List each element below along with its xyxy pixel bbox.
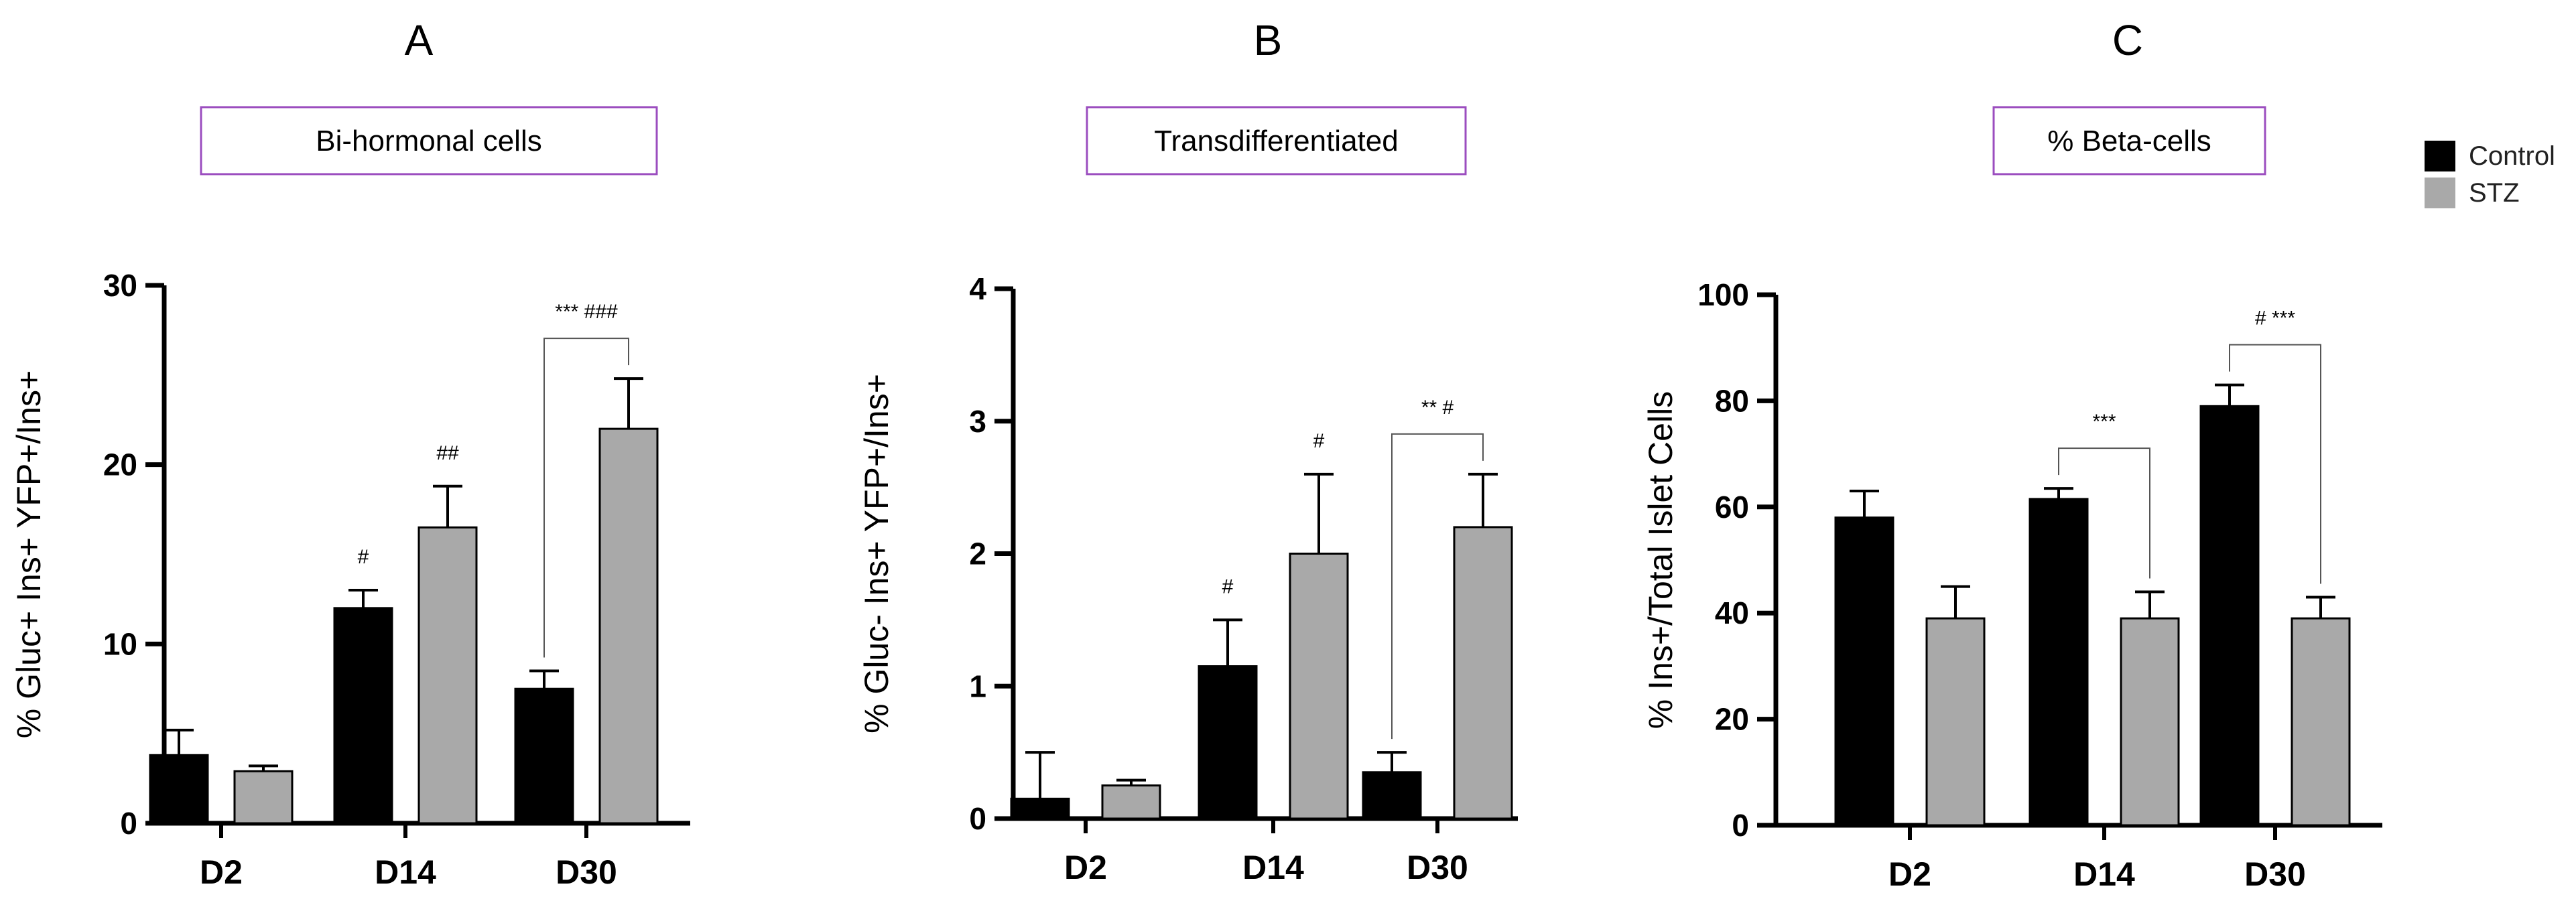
chart-title: Transdifferentiated	[1154, 125, 1398, 157]
title-box	[1992, 106, 2266, 176]
significance-label: ***	[2092, 411, 2116, 433]
significance-label: ** #	[1421, 397, 1454, 419]
significance-label: #	[1222, 575, 1234, 598]
x-tick-label: D14	[2073, 855, 2135, 893]
bar-control-d2	[1834, 516, 1894, 827]
y-axis-label: % Gluc+ Ins+ YFP+/Ins+	[10, 370, 48, 738]
bar-stz-d30	[2291, 617, 2351, 827]
y-tick-label: 20	[1715, 702, 1749, 737]
y-axis-label: % Gluc- Ins+ YFP+/Ins+	[858, 374, 895, 734]
legend-swatch-control	[2425, 141, 2455, 171]
bar-control-d2	[149, 754, 209, 825]
bar-stz-d2	[1101, 784, 1161, 820]
panel-letter: A	[405, 16, 434, 64]
y-tick-label: 3	[969, 404, 986, 439]
bar-control-d30	[1362, 771, 1422, 820]
bar-control-d30	[2199, 405, 2260, 827]
legend-label-stz: STZ	[2469, 178, 2520, 208]
bar-stz-d30	[598, 427, 659, 825]
x-tick-label: D2	[200, 853, 243, 891]
legend: Control STZ	[2425, 141, 2555, 208]
y-tick-label: 4	[969, 271, 986, 306]
y-axis-label: % Ins+/Total Islet Cells	[1642, 391, 1679, 729]
chart-title: % Beta-cells	[2047, 125, 2211, 157]
significance-label: #	[358, 546, 369, 568]
y-tick-label: 100	[1697, 277, 1749, 312]
panel-B: B Transdifferentiated 0 1 2 3 4 % Gluc- Ins+ YF…	[858, 16, 1518, 886]
significance-label: #	[1313, 430, 1325, 452]
bar-control-d14	[2028, 498, 2089, 827]
bar-stz-d30	[1453, 526, 1513, 820]
chart-title: Bi-hormonal cells	[316, 125, 541, 157]
title-box	[200, 106, 658, 176]
significance-label: ##	[436, 442, 459, 464]
x-tick-label: D30	[556, 853, 617, 891]
panel-C: C % Beta-cells 0 20 40 60 80 100 % Ins+/Total Is…	[1642, 16, 2382, 893]
bar-stz-d14	[1289, 553, 1349, 820]
x-tick-label: D30	[2244, 855, 2306, 893]
significance-label: *** ###	[555, 301, 618, 323]
bar-control-d2	[1010, 797, 1070, 820]
y-tick-label: 20	[103, 447, 137, 482]
y-tick-label: 1	[969, 669, 986, 703]
y-tick-label: 80	[1715, 383, 1749, 418]
significance-bracket	[2229, 344, 2321, 584]
significance-bracket	[2058, 447, 2150, 579]
bar-stz-d14	[2120, 617, 2180, 827]
x-tick-label: D2	[1064, 849, 1107, 886]
y-tick-label: 0	[969, 801, 986, 836]
title-box	[1086, 106, 1467, 176]
significance-bracket	[543, 338, 629, 658]
y-tick-label: 60	[1715, 490, 1749, 525]
y-tick-label: 10	[103, 626, 137, 661]
bar-stz-d2	[233, 770, 294, 825]
y-tick-label: 2	[969, 537, 986, 571]
bar-control-d30	[514, 687, 574, 825]
x-tick-label: D14	[375, 853, 436, 891]
panel-letter: C	[2112, 16, 2143, 64]
y-tick-label: 40	[1715, 596, 1749, 630]
bar-control-d14	[1198, 665, 1258, 820]
x-tick-label: D14	[1242, 849, 1304, 886]
x-tick-label: D2	[1888, 855, 1931, 893]
y-tick-label: 0	[120, 806, 137, 841]
significance-label: # ***	[2255, 307, 2295, 330]
bar-stz-d14	[417, 526, 478, 825]
significance-bracket	[1391, 433, 1484, 740]
bar-stz-d2	[1925, 617, 1986, 827]
x-tick-label: D30	[1407, 849, 1468, 886]
legend-swatch-stz	[2425, 178, 2455, 208]
y-tick-label: 30	[103, 268, 137, 303]
panel-A: A Bi-hormonal cells 0 10 20 30 % Gluc+ Ins+ YF…	[10, 16, 690, 891]
y-tick-label: 0	[1732, 808, 1749, 843]
legend-label-control: Control	[2469, 141, 2555, 171]
bar-control-d14	[333, 607, 393, 825]
panel-letter: B	[1254, 16, 1283, 64]
